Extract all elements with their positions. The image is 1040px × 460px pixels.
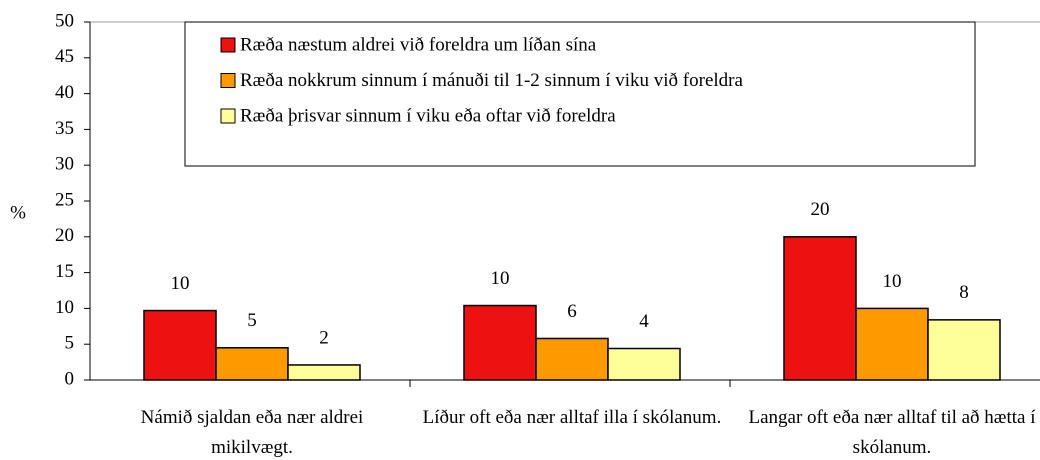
bar: [535, 337, 609, 381]
y-tick-label: 10: [55, 297, 74, 318]
legend-swatch: [220, 37, 236, 53]
value-label: 5: [247, 310, 257, 331]
legend-swatch: [220, 73, 236, 88]
y-tick-label: 45: [55, 46, 74, 67]
value-label: 10: [171, 273, 190, 294]
bar: [783, 236, 857, 381]
x-tick-label: Líður oft eða nær alltaf illa í skólanum…: [422, 407, 722, 428]
y-tick-label: 50: [55, 10, 74, 31]
bar: [855, 307, 929, 381]
bar: [143, 309, 217, 381]
value-label: 6: [567, 301, 577, 322]
y-tick-label: 30: [55, 154, 74, 175]
y-tick-label: 20: [55, 225, 74, 246]
y-tick-label: 40: [55, 82, 74, 103]
legend-label: Ræða næstum aldrei við foreldra um líðan…: [240, 34, 597, 55]
value-label: 8: [959, 282, 969, 303]
y-tick-label: 35: [55, 118, 74, 139]
y-tick-label: 0: [65, 368, 75, 389]
y-axis-label: %: [10, 202, 26, 223]
value-label: 4: [639, 311, 649, 332]
y-tick-label: 15: [55, 261, 74, 282]
x-tick-label: Námið sjaldan eða nær aldrei mikilvægt.: [140, 407, 364, 458]
bar: [607, 347, 681, 381]
value-label: 2: [319, 327, 329, 348]
bar: [463, 304, 537, 381]
legend-box: [184, 21, 976, 167]
value-label: 20: [811, 199, 830, 220]
value-label: 10: [883, 271, 902, 292]
value-label: 10: [491, 268, 510, 289]
legend-label: Ræða þrisvar sinnum í viku eða oftar við…: [240, 105, 616, 126]
bar: [215, 347, 289, 381]
legend-label: Ræða nokkrum sinnum í mánuði til 1-2 sin…: [240, 70, 744, 91]
bar: [927, 319, 1001, 381]
y-tick-label: 25: [55, 189, 74, 210]
y-tick-label: 5: [65, 333, 75, 354]
x-tick-label: Langar oft eða nær alltaf til að hætta í…: [748, 407, 1036, 458]
legend-swatch: [220, 108, 236, 124]
bar: [287, 364, 361, 381]
